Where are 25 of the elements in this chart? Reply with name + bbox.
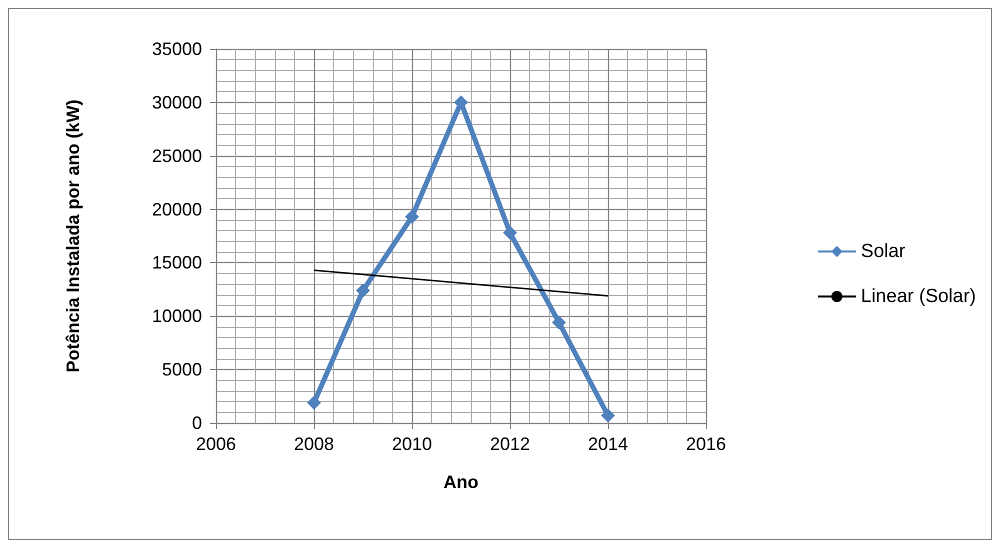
point xyxy=(405,210,419,224)
x-tick-label: 2008 xyxy=(294,434,334,454)
y-tick-label: 5000 xyxy=(162,360,202,380)
x-tick-label: 2006 xyxy=(196,434,236,454)
legend-label: Solar xyxy=(860,241,906,262)
x-axis-title: Ano xyxy=(444,472,478,492)
point xyxy=(356,283,370,298)
y-tick-label: 35000 xyxy=(152,39,202,59)
x-tick-label: 2010 xyxy=(392,434,432,454)
y-tick-label: 15000 xyxy=(152,252,202,273)
y-axis-title: Potência Instalada por ano (kW) xyxy=(63,99,83,373)
point xyxy=(552,316,566,330)
x-tick-label: 2016 xyxy=(686,434,726,454)
point xyxy=(601,408,615,423)
x-tick-label: 2012 xyxy=(490,434,530,454)
y-tick-label: 20000 xyxy=(152,199,202,220)
point xyxy=(307,396,321,410)
y-tick-label: 10000 xyxy=(152,306,202,326)
y-tick-label: 0 xyxy=(192,413,202,433)
point xyxy=(454,95,468,110)
x-tick-label: 2014 xyxy=(588,434,628,454)
y-tick-label: 30000 xyxy=(152,92,202,112)
legend-label: Linear (Solar) xyxy=(860,286,976,307)
y-tick-label: 25000 xyxy=(152,146,202,166)
point xyxy=(503,226,517,240)
